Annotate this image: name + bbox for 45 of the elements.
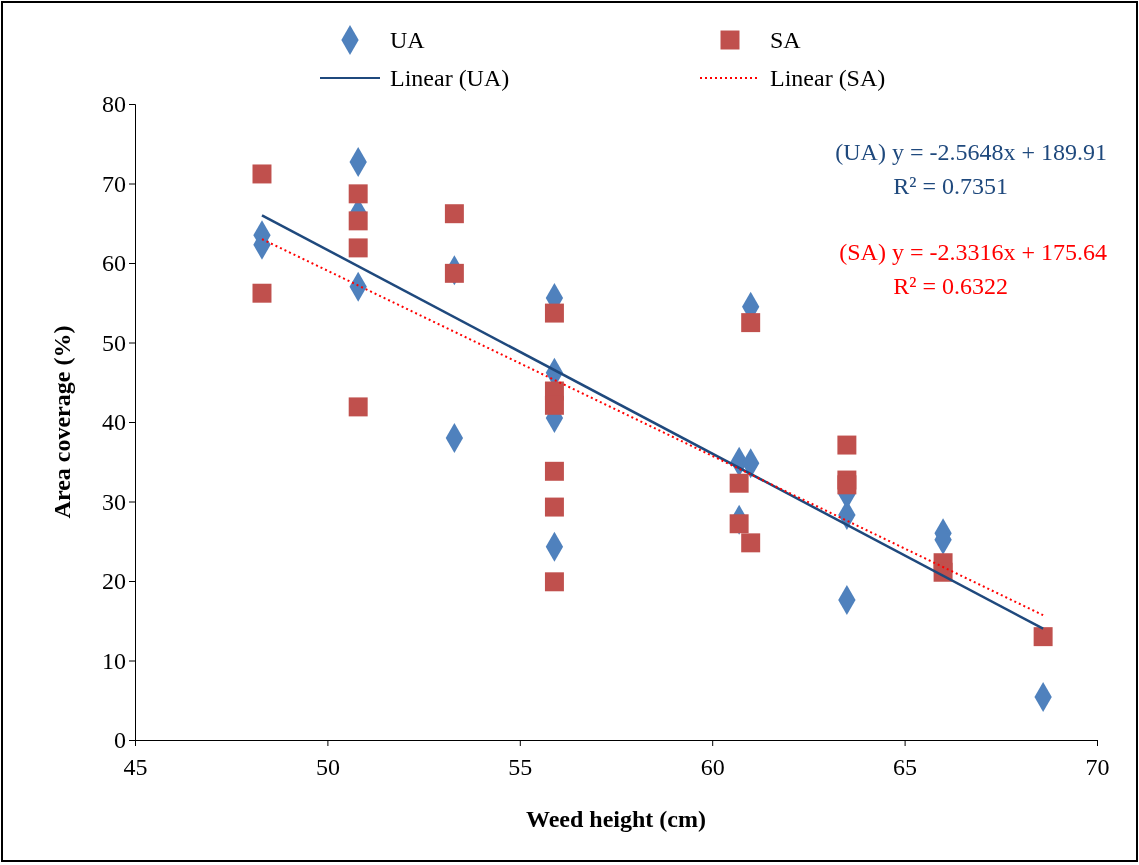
x-tick-label: 60 [700, 754, 725, 781]
point [348, 397, 368, 417]
x-tick-label: 45 [123, 754, 148, 781]
x-axis-title: Weed height (cm) [526, 806, 706, 832]
y-tick-label: 50 [102, 329, 126, 356]
annotation: (UA) y = -2.5648x + 189.91 [835, 139, 1107, 165]
point [729, 473, 749, 493]
point [544, 572, 564, 592]
x-tick-label: 50 [315, 754, 340, 781]
y-tick-label: 30 [102, 488, 126, 515]
y-tick-label: 40 [102, 409, 126, 436]
point [544, 497, 564, 517]
point [444, 204, 464, 224]
legend-label: UA [390, 27, 426, 53]
legend-label: Linear (UA) [390, 65, 510, 91]
point [444, 263, 464, 283]
point [1033, 627, 1053, 647]
point [348, 211, 368, 231]
y-axis-title: Area coverage (%) [49, 325, 75, 519]
point [252, 164, 272, 184]
x-tick-label: 65 [893, 754, 918, 781]
annotation: R² = 0.7351 [893, 173, 1008, 199]
point [544, 395, 564, 415]
x-tick-label: 55 [508, 754, 533, 781]
annotation: R² = 0.6322 [893, 273, 1008, 299]
y-tick-label: 10 [102, 647, 126, 674]
y-tick-label: 0 [114, 727, 126, 754]
point [348, 238, 368, 258]
point [741, 313, 761, 333]
point [348, 184, 368, 204]
y-tick-label: 80 [102, 91, 126, 118]
point [729, 514, 749, 534]
point [837, 475, 857, 495]
legend-label: SA [770, 27, 802, 53]
y-tick-label: 20 [102, 568, 126, 595]
point [544, 303, 564, 323]
annotation: (SA) y = -2.3316x + 175.64 [839, 239, 1107, 265]
point [544, 461, 564, 481]
y-tick-label: 60 [102, 250, 126, 277]
point [252, 283, 272, 303]
point [837, 435, 857, 455]
point [741, 533, 761, 553]
legend-label: Linear (SA) [770, 65, 886, 91]
x-tick-label: 70 [1085, 754, 1110, 781]
y-tick-label: 70 [102, 170, 126, 197]
